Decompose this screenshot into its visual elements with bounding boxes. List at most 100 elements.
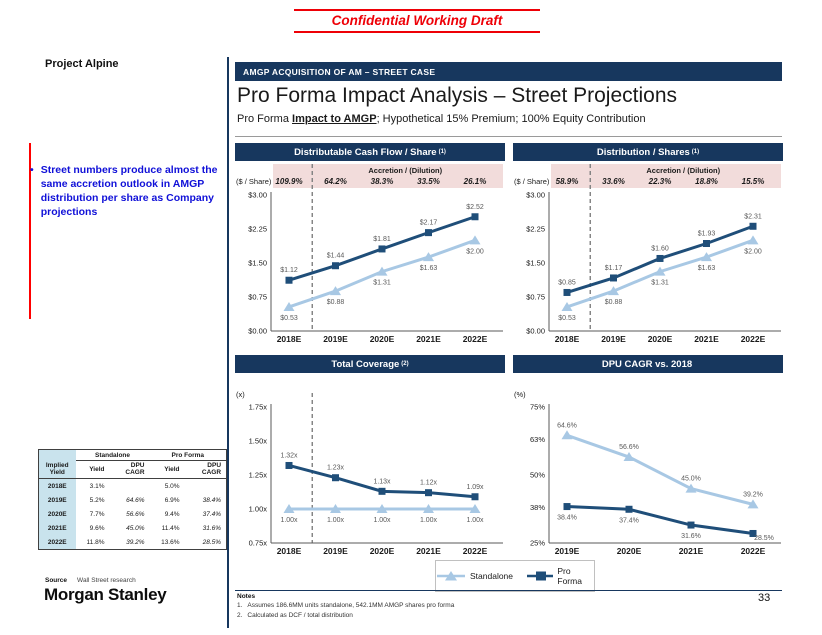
svg-text:$2.17: $2.17	[420, 220, 438, 227]
note-text: Calculated as DCF / total distribution	[247, 611, 353, 619]
svg-text:2020E: 2020E	[648, 334, 673, 344]
revision-bar	[29, 143, 31, 319]
chart-legend: Standalone Pro Forma	[435, 560, 595, 592]
svg-text:37.4%: 37.4%	[619, 517, 639, 524]
svg-text:22.3%: 22.3%	[648, 177, 672, 186]
svg-text:1.00x: 1.00x	[373, 517, 391, 524]
table-value-cell: 28.5%	[202, 538, 222, 546]
svg-text:109.9%: 109.9%	[275, 177, 302, 186]
panel-header: Total Coverage (2)	[235, 355, 505, 373]
table-value-cell: 5.2%	[89, 496, 105, 504]
svg-text:26.1%: 26.1%	[463, 177, 487, 186]
svg-text:2020E: 2020E	[617, 546, 642, 556]
table-year-cell: 2019E	[38, 493, 76, 507]
svg-text:1.00x: 1.00x	[280, 517, 298, 524]
svg-text:$1.31: $1.31	[373, 280, 391, 287]
note-text: Assumes 186.6MM units standalone, 542.1M…	[247, 602, 455, 610]
confidential-banner: Confidential Working Draft	[294, 9, 540, 33]
svg-text:2022E: 2022E	[741, 334, 766, 344]
svg-text:1.12x: 1.12x	[420, 480, 438, 487]
table-value-cell: 9.6%	[89, 524, 105, 532]
table-year-cell: 2020E	[38, 507, 76, 521]
svg-text:$1.31: $1.31	[651, 280, 669, 287]
panel-title-footnote: (1)	[691, 149, 700, 155]
table-column-header: Yield	[75, 460, 110, 479]
svg-text:$2.52: $2.52	[466, 204, 484, 211]
panel-header: Distribution / Shares (1)	[513, 143, 783, 161]
notes-title: Notes	[237, 593, 256, 600]
table-value-cell: 7.7%	[89, 510, 105, 518]
note-item: 2. Calculated as DCF / total distribution	[237, 611, 454, 620]
svg-text:$1.63: $1.63	[420, 265, 438, 272]
pro-forma-marker-icon	[527, 571, 554, 581]
svg-text:$1.50: $1.50	[248, 259, 267, 268]
svg-text:$0.88: $0.88	[327, 299, 345, 306]
standalone-marker-icon	[437, 571, 465, 581]
svg-text:$0.85: $0.85	[558, 279, 576, 286]
svg-text:15.5%: 15.5%	[742, 177, 765, 186]
source-label: Source	[45, 577, 68, 584]
svg-text:2021E: 2021E	[694, 334, 719, 344]
legend-standalone-item: Standalone	[436, 570, 513, 582]
svg-text:$0.88: $0.88	[605, 299, 623, 306]
table-column-header: Yield	[149, 460, 185, 479]
svg-text:2020E: 2020E	[370, 334, 395, 344]
svg-text:2018E: 2018E	[555, 334, 580, 344]
svg-text:$0.00: $0.00	[248, 327, 267, 336]
table-value-cell: 9.4%	[164, 510, 180, 518]
table-column-header: DPU CAGR	[109, 460, 150, 479]
svg-text:$1.17: $1.17	[605, 265, 623, 272]
panel-title: Total Coverage	[331, 358, 400, 370]
svg-text:$1.81: $1.81	[373, 236, 391, 243]
svg-text:$1.93: $1.93	[698, 231, 716, 238]
svg-text:31.6%: 31.6%	[681, 533, 701, 540]
svg-text:2018E: 2018E	[277, 334, 302, 344]
table-row: 2018E 3.1% 5.0%	[38, 478, 227, 493]
notes-block: Notes 1. Assumes 186.6MM units standalone…	[237, 592, 454, 620]
svg-text:33.5%: 33.5%	[417, 177, 440, 186]
svg-text:$2.00: $2.00	[744, 248, 762, 255]
svg-text:$2.25: $2.25	[248, 225, 267, 234]
legend-pro-forma-item: Pro Forma	[526, 566, 594, 586]
svg-text:$0.75: $0.75	[248, 293, 267, 302]
source-line: Source Wall Street research	[45, 577, 136, 584]
svg-text:$1.50: $1.50	[526, 259, 545, 268]
table-value-cell: 11.4%	[161, 524, 180, 532]
panel-title-footnote: (2)	[401, 361, 409, 367]
table-group-header: Pro Forma	[149, 449, 227, 461]
svg-text:25%: 25%	[530, 539, 545, 548]
svg-text:2019E: 2019E	[323, 334, 348, 344]
svg-text:$2.25: $2.25	[526, 225, 545, 234]
table-year-cell: 2021E	[38, 521, 76, 535]
svg-text:$1.60: $1.60	[651, 245, 669, 252]
svg-text:$0.00: $0.00	[526, 327, 545, 336]
svg-text:2019E: 2019E	[555, 546, 580, 556]
svg-text:2022E: 2022E	[463, 334, 488, 344]
svg-text:45.0%: 45.0%	[681, 476, 701, 483]
svg-text:Accretion / (Dilution): Accretion / (Dilution)	[368, 166, 442, 175]
subtitle-prefix: Pro Forma	[237, 113, 293, 125]
svg-text:64.6%: 64.6%	[557, 422, 577, 429]
svg-text:1.25x: 1.25x	[249, 471, 268, 480]
panel-title: DPU CAGR vs. 2018	[601, 358, 693, 370]
table-value-cell: 37.4%	[202, 510, 222, 518]
notes-rule	[235, 590, 782, 591]
chart-canvas-distributable-cash-flow: Accretion / (Dilution) 109.9% 64.2% 38.3% 33…	[236, 164, 503, 344]
svg-text:38.4%: 38.4%	[557, 515, 577, 522]
svg-text:$1.12: $1.12	[280, 267, 298, 274]
subtitle-emphasis: Impact to AMGP	[292, 113, 377, 125]
page-title: Pro Forma Impact Analysis – Street Proje…	[237, 84, 678, 107]
project-label: Project Alpine	[45, 58, 119, 70]
bullet-note: • Street numbers produce almost the same…	[30, 164, 226, 219]
svg-text:($ / Share): ($ / Share)	[236, 177, 272, 186]
table-value-cell: 38.4%	[202, 496, 222, 504]
table-value-cell: 6.9%	[164, 496, 180, 504]
svg-text:1.09x: 1.09x	[466, 484, 484, 491]
page-number: 33	[758, 592, 771, 604]
table-value-cell: 39.2%	[126, 538, 145, 546]
implied-yield-table: Implied Yield Standalone Pro Forma Yield DPU…	[38, 449, 228, 550]
svg-text:$0.53: $0.53	[558, 315, 576, 322]
svg-text:38%: 38%	[530, 503, 545, 512]
chart-canvas-distribution-shares: Accretion / (Dilution) 58.9% 33.6% 22.3% 18.…	[514, 164, 781, 344]
svg-text:2019E: 2019E	[323, 546, 348, 556]
